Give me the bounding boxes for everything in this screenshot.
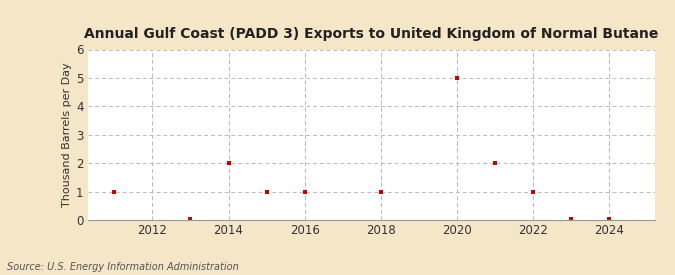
- Text: Source: U.S. Energy Information Administration: Source: U.S. Energy Information Administ…: [7, 262, 238, 272]
- Title: Annual Gulf Coast (PADD 3) Exports to United Kingdom of Normal Butane: Annual Gulf Coast (PADD 3) Exports to Un…: [84, 28, 658, 42]
- Y-axis label: Thousand Barrels per Day: Thousand Barrels per Day: [62, 62, 72, 207]
